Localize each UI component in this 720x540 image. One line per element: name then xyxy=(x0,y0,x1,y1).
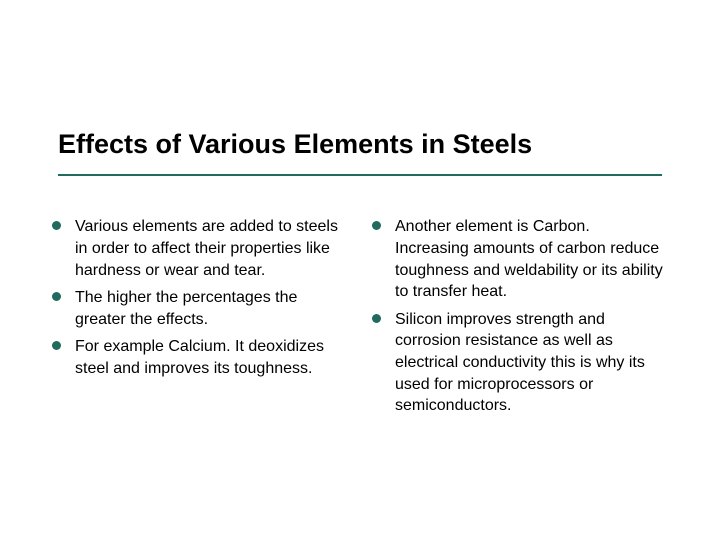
title-block: Effects of Various Elements in Steels xyxy=(0,0,720,176)
bullet-icon xyxy=(372,314,381,323)
list-item: For example Calcium. It deoxidizes steel… xyxy=(52,336,348,379)
bullet-text: Silicon improves strength and corrosion … xyxy=(395,309,668,417)
left-column: Various elements are added to steels in … xyxy=(52,216,348,422)
list-item: Various elements are added to steels in … xyxy=(52,216,348,281)
bullet-text: Another element is Carbon. Increasing am… xyxy=(395,216,668,302)
slide-title: Effects of Various Elements in Steels xyxy=(58,128,662,160)
list-item: Silicon improves strength and corrosion … xyxy=(372,309,668,417)
bullet-text: The higher the percentages the greater t… xyxy=(75,287,348,330)
bullet-text: For example Calcium. It deoxidizes steel… xyxy=(75,336,348,379)
bullet-icon xyxy=(372,221,381,230)
bullet-list-left: Various elements are added to steels in … xyxy=(52,216,348,379)
list-item: Another element is Carbon. Increasing am… xyxy=(372,216,668,302)
content-area: Various elements are added to steels in … xyxy=(0,176,720,422)
bullet-text: Various elements are added to steels in … xyxy=(75,216,348,281)
bullet-icon xyxy=(52,221,61,230)
right-column: Another element is Carbon. Increasing am… xyxy=(372,216,668,422)
slide: Effects of Various Elements in Steels Va… xyxy=(0,0,720,540)
list-item: The higher the percentages the greater t… xyxy=(52,287,348,330)
bullet-icon xyxy=(52,292,61,301)
bullet-list-right: Another element is Carbon. Increasing am… xyxy=(372,216,668,416)
bullet-icon xyxy=(52,341,61,350)
